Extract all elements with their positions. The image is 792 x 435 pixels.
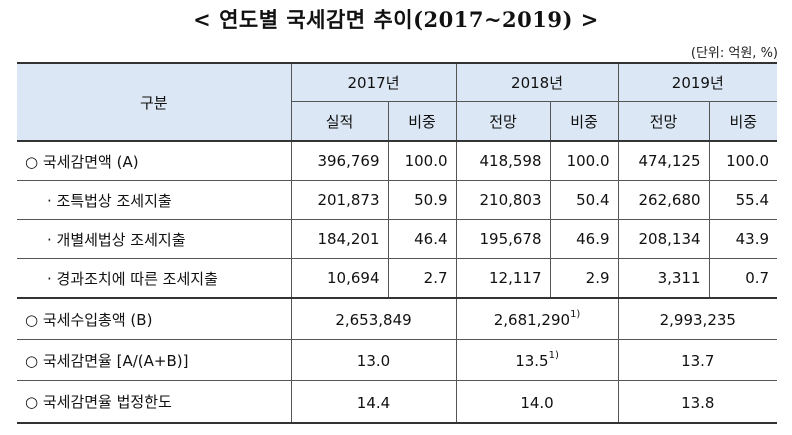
row-label: ○ 국세수입총액 (B): [17, 297, 292, 340]
cell-value: 418,598: [455, 140, 551, 181]
table-row: · 경과조치에 따른 조세지출 10,694 2.7 12,117 2.9 3,…: [17, 258, 778, 299]
cell-value: 195,678: [455, 219, 551, 259]
footnote-mark: 1): [548, 350, 559, 361]
cell-value: 10,694: [290, 258, 389, 299]
cell-value: 262,680: [617, 180, 710, 220]
cell-value: 2.7: [387, 258, 457, 299]
unit-note: (단위: 억원, %): [690, 46, 778, 61]
table-row: ○ 국세수입총액 (B) 2,653,849 2,681,2901) 2,993…: [17, 297, 778, 340]
row-label: · 조특법상 조세지출: [17, 180, 292, 220]
cell-value: 46.9: [549, 219, 619, 259]
table-row: ○ 국세감면액 (A) 396,769 100.0 418,598 100.0 …: [17, 140, 778, 181]
cell-value: 396,769: [290, 140, 389, 181]
row-label: · 경과조치에 따른 조세지출: [17, 258, 292, 299]
cell-value: 14.4: [290, 380, 457, 424]
cell-value: 13.51): [455, 339, 619, 381]
header-category: 구분: [17, 62, 292, 142]
cell-value: 2,993,235: [617, 297, 778, 340]
cell-value: 474,125: [617, 140, 710, 181]
header-subcol: 비중: [708, 101, 778, 142]
table-row: ○ 국세감면율 법정한도 14.4 14.0 13.8: [17, 380, 778, 424]
header-year-2019: 2019년: [617, 62, 778, 102]
table-row: · 개별세법상 조세지출 184,201 46.4 195,678 46.9 2…: [17, 219, 778, 259]
row-label: ○ 국세감면액 (A): [17, 140, 292, 181]
cell-value: 2,653,849: [290, 297, 457, 340]
cell-value: 100.0: [387, 140, 457, 181]
cell-value: 100.0: [708, 140, 778, 181]
cell-value: 2,681,2901): [455, 297, 619, 340]
row-label: ○ 국세감면율 [A/(A+B)]: [17, 339, 292, 381]
cell-value: 100.0: [549, 140, 619, 181]
cell-value: 0.7: [708, 258, 778, 299]
header-subcol: 전망: [455, 101, 551, 142]
row-label: ○ 국세감면율 법정한도: [17, 380, 292, 424]
tax-reduction-table: 구분 2017년 2018년 2019년 실적 비중 전망 비중 전망 비중 ○…: [17, 62, 778, 424]
header-subcol: 비중: [549, 101, 619, 142]
cell-value: 50.9: [387, 180, 457, 220]
cell-value: 12,117: [455, 258, 551, 299]
page-title: < 연도별 국세감면 추이(2017~2019) >: [193, 7, 599, 32]
header-subcol: 비중: [387, 101, 457, 142]
cell-value: 13.8: [617, 380, 778, 424]
table-row: ○ 국세감면율 [A/(A+B)] 13.0 13.51) 13.7: [17, 339, 778, 381]
cell-value: 55.4: [708, 180, 778, 220]
cell-value: 184,201: [290, 219, 389, 259]
table-row: · 조특법상 조세지출 201,873 50.9 210,803 50.4 26…: [17, 180, 778, 220]
cell-value: 46.4: [387, 219, 457, 259]
header-year-2017: 2017년: [290, 62, 457, 102]
cell-value: 210,803: [455, 180, 551, 220]
header-year-2018: 2018년: [455, 62, 619, 102]
row-label: · 개별세법상 조세지출: [17, 219, 292, 259]
cell-value: 2.9: [549, 258, 619, 299]
cell-value: 14.0: [455, 380, 619, 424]
footnote-mark: 1): [570, 309, 581, 320]
cell-value: 208,134: [617, 219, 710, 259]
cell-value: 13.7: [617, 339, 778, 381]
cell-value: 43.9: [708, 219, 778, 259]
cell-value: 50.4: [549, 180, 619, 220]
header-subcol: 전망: [617, 101, 710, 142]
cell-value: 13.0: [290, 339, 457, 381]
cell-value: 3,311: [617, 258, 710, 299]
header-subcol: 실적: [290, 101, 389, 142]
cell-value: 201,873: [290, 180, 389, 220]
